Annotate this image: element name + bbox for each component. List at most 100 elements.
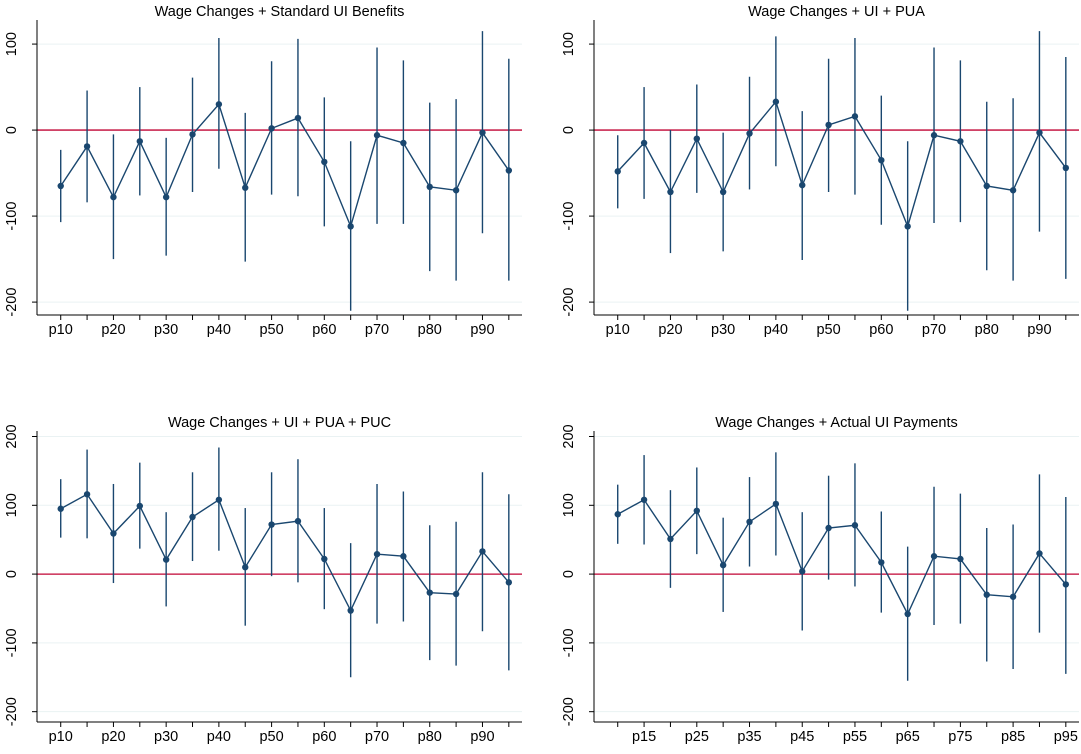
y-tick-label: -200	[561, 288, 577, 317]
y-tick-label: -100	[561, 202, 577, 231]
chart-panel-1: Wage Changes + Standard UI Benefits 100 0 -…	[4, 4, 522, 338]
y-tick-label: 200	[4, 424, 20, 448]
x-tick-label: p70	[365, 729, 389, 745]
data-point	[930, 553, 938, 560]
x-tick-label: p10	[606, 322, 630, 338]
data-point	[799, 181, 806, 189]
data-point	[162, 193, 170, 201]
data-point	[640, 139, 648, 147]
x-tick-label: p10	[49, 322, 73, 338]
chart-title: Wage Changes + UI + PUA	[748, 4, 925, 20]
data-point	[614, 511, 621, 518]
data-point	[667, 535, 674, 543]
y-tick-label: -200	[4, 697, 20, 726]
x-tick-label: p40	[207, 729, 231, 745]
x-tick-label: p60	[312, 322, 336, 338]
data-point	[136, 138, 143, 145]
data-point	[904, 610, 911, 618]
y-tick-label: 0	[4, 126, 20, 134]
x-tick-label: p40	[207, 322, 231, 338]
x-tick-label: p15	[632, 729, 656, 745]
y-tick-label: 100	[4, 32, 20, 56]
x-tick-label: p70	[922, 322, 946, 338]
data-point	[878, 559, 885, 566]
series-line	[617, 100, 1067, 229]
data-point	[347, 223, 354, 230]
data-point	[772, 98, 780, 105]
data-point	[825, 121, 832, 129]
data-point	[452, 187, 460, 194]
chart-title: Wage Changes + Standard UI Benefits	[155, 4, 405, 20]
data-point	[242, 184, 249, 191]
data-point	[983, 182, 990, 190]
data-point	[667, 188, 674, 196]
series-line	[60, 493, 510, 613]
data-point	[189, 131, 196, 138]
y-tick-label: 0	[4, 570, 20, 578]
x-tick-label: p90	[1027, 322, 1051, 338]
y-tick-label: 0	[561, 126, 577, 134]
chart-title: Wage Changes + UI + PUA + PUC	[168, 415, 391, 431]
data-point	[136, 502, 143, 510]
x-tick-label: p10	[49, 729, 73, 745]
x-tick-label: p90	[470, 322, 494, 338]
y-tick-label: 200	[561, 424, 577, 448]
data-point	[693, 507, 700, 515]
x-tick-label: p50	[259, 322, 283, 338]
data-point	[719, 561, 727, 569]
data-point	[426, 183, 433, 191]
data-point	[426, 589, 433, 596]
data-point	[242, 564, 249, 571]
data-point	[878, 156, 885, 164]
y-tick-label: 100	[561, 32, 577, 56]
x-tick-label: p85	[1001, 729, 1025, 745]
x-tick-label: p80	[418, 729, 442, 745]
x-tick-label: p30	[154, 322, 178, 338]
data-point	[957, 138, 964, 145]
x-tick-label: p75	[948, 729, 972, 745]
data-point	[57, 505, 64, 512]
x-tick-label: p35	[737, 729, 761, 745]
data-point	[268, 521, 275, 528]
data-point	[373, 550, 381, 558]
data-point	[479, 129, 486, 136]
x-tick-label: p60	[312, 729, 336, 745]
data-point	[321, 158, 328, 166]
data-point	[83, 491, 91, 498]
y-tick-label: -200	[561, 697, 577, 726]
data-point	[614, 168, 621, 175]
chart-title: Wage Changes + Actual UI Payments	[715, 415, 957, 431]
data-point	[321, 555, 328, 563]
data-point	[452, 590, 460, 598]
data-point	[505, 579, 513, 586]
data-point	[719, 188, 727, 196]
data-point	[400, 139, 407, 147]
x-tick-label: p40	[764, 322, 788, 338]
data-point	[851, 113, 859, 120]
y-tick-label: 100	[4, 493, 20, 517]
data-point	[294, 517, 302, 525]
data-point	[505, 167, 513, 174]
x-tick-label: p65	[896, 729, 920, 745]
data-point	[215, 101, 223, 108]
data-point	[1009, 593, 1017, 600]
data-point	[1036, 550, 1043, 557]
y-tick-label: -100	[4, 202, 20, 231]
x-tick-label: p60	[869, 322, 893, 338]
x-tick-label: p45	[790, 729, 814, 745]
data-point	[189, 513, 196, 521]
series-line	[60, 102, 510, 229]
y-tick-label: -200	[4, 288, 20, 317]
data-point	[957, 555, 964, 563]
data-point	[1062, 581, 1070, 588]
data-point	[851, 522, 859, 529]
data-point	[268, 125, 275, 132]
x-tick-label: p30	[711, 322, 735, 338]
data-point	[1009, 187, 1017, 194]
x-tick-label: p90	[470, 729, 494, 745]
chart-panel-4: Wage Changes + Actual UI Payments 200 100 0…	[561, 415, 1079, 745]
y-tick-label: -100	[4, 628, 20, 657]
data-point	[746, 518, 753, 526]
y-tick-label: 0	[561, 570, 577, 578]
